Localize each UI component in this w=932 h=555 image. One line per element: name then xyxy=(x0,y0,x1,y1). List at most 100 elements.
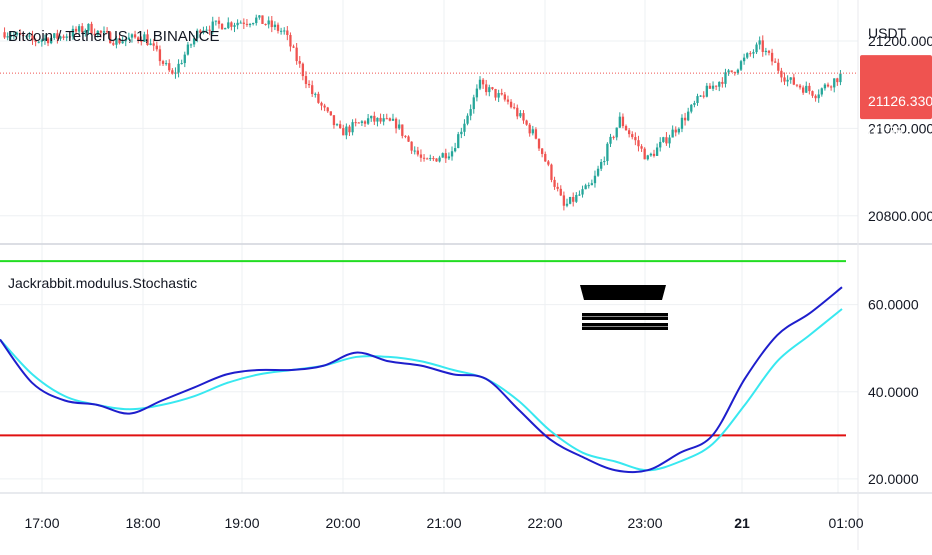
candle[interactable] xyxy=(674,126,677,137)
candle[interactable] xyxy=(109,31,112,44)
candle[interactable] xyxy=(335,123,339,127)
candle[interactable] xyxy=(690,104,693,114)
candle[interactable] xyxy=(481,78,485,89)
candle[interactable] xyxy=(699,95,702,97)
candle[interactable] xyxy=(711,81,715,92)
candle[interactable] xyxy=(596,165,600,177)
candle[interactable] xyxy=(74,26,78,36)
candle[interactable] xyxy=(805,81,808,93)
candle[interactable] xyxy=(839,70,842,86)
candle[interactable] xyxy=(289,32,292,52)
candle[interactable] xyxy=(34,38,37,47)
candle[interactable] xyxy=(311,80,314,97)
candle[interactable] xyxy=(500,88,503,96)
candle[interactable] xyxy=(836,77,839,86)
candle[interactable] xyxy=(230,21,233,31)
candle[interactable] xyxy=(655,143,659,157)
candle[interactable] xyxy=(553,176,556,190)
candle[interactable] xyxy=(540,148,544,158)
candle[interactable] xyxy=(497,89,500,103)
candle[interactable] xyxy=(581,185,584,198)
candle[interactable] xyxy=(833,78,836,93)
candle[interactable] xyxy=(351,119,354,136)
candle[interactable] xyxy=(196,28,199,43)
candle[interactable] xyxy=(652,149,656,158)
candle[interactable] xyxy=(637,135,640,152)
candle[interactable] xyxy=(795,84,799,88)
candle[interactable] xyxy=(522,110,525,124)
candle[interactable] xyxy=(258,14,261,20)
candle[interactable] xyxy=(357,122,360,124)
candle[interactable] xyxy=(261,15,264,25)
candle[interactable] xyxy=(792,73,795,86)
candle[interactable] xyxy=(292,44,295,49)
candle[interactable] xyxy=(749,51,752,57)
candle[interactable] xyxy=(432,156,435,162)
candle[interactable] xyxy=(118,33,121,45)
candle[interactable] xyxy=(410,141,413,154)
candle[interactable] xyxy=(742,53,746,65)
candle[interactable] xyxy=(112,39,115,46)
candle[interactable] xyxy=(786,75,789,87)
candle[interactable] xyxy=(22,32,25,41)
candle[interactable] xyxy=(755,42,758,55)
candle[interactable] xyxy=(382,114,385,126)
candle[interactable] xyxy=(730,70,733,73)
candle[interactable] xyxy=(53,32,56,40)
candle[interactable] xyxy=(81,23,84,35)
candle[interactable] xyxy=(174,67,177,79)
candle[interactable] xyxy=(236,19,239,30)
candle[interactable] xyxy=(525,119,528,126)
candle[interactable] xyxy=(634,132,637,146)
oscillator-pane[interactable] xyxy=(0,260,846,474)
candle[interactable] xyxy=(609,133,612,148)
candle[interactable] xyxy=(537,138,541,151)
candle[interactable] xyxy=(304,71,308,89)
candle[interactable] xyxy=(413,146,416,155)
candle[interactable] xyxy=(137,36,140,44)
candle[interactable] xyxy=(808,82,811,95)
candle[interactable] xyxy=(404,135,407,139)
candle[interactable] xyxy=(171,68,174,75)
candle[interactable] xyxy=(764,47,768,56)
candle[interactable] xyxy=(40,38,43,47)
candle[interactable] xyxy=(665,132,668,146)
candle[interactable] xyxy=(15,31,19,37)
candle[interactable] xyxy=(329,111,332,116)
candle[interactable] xyxy=(130,33,134,43)
candle[interactable] xyxy=(251,22,255,26)
candle[interactable] xyxy=(317,91,320,104)
candle[interactable] xyxy=(494,88,497,101)
candle[interactable] xyxy=(556,182,559,192)
indicator-title[interactable]: Jackrabbit.modulus.Stochastic xyxy=(8,275,197,291)
candle[interactable] xyxy=(43,34,47,45)
candle[interactable] xyxy=(298,56,301,68)
candle[interactable] xyxy=(429,154,432,161)
candle[interactable] xyxy=(183,51,186,68)
candle[interactable] xyxy=(401,124,404,139)
candle[interactable] xyxy=(444,148,447,163)
candle[interactable] xyxy=(143,31,146,42)
candle[interactable] xyxy=(28,31,31,40)
candle[interactable] xyxy=(590,179,594,186)
candle[interactable] xyxy=(736,68,740,75)
candle[interactable] xyxy=(584,183,587,190)
candle[interactable] xyxy=(155,41,158,52)
candle[interactable] xyxy=(739,59,743,72)
candle[interactable] xyxy=(177,59,180,78)
candle[interactable] xyxy=(363,120,367,127)
candle[interactable] xyxy=(133,30,137,39)
candle[interactable] xyxy=(102,26,106,38)
candle[interactable] xyxy=(59,35,62,41)
candle[interactable] xyxy=(115,35,118,49)
candle[interactable] xyxy=(485,79,488,96)
candle[interactable] xyxy=(211,16,214,35)
candle[interactable] xyxy=(714,85,718,91)
candle[interactable] xyxy=(603,156,606,166)
candle[interactable] xyxy=(680,114,684,133)
symbol-title[interactable]: Bitcoin / TetherUS, 1, BINANCE xyxy=(8,28,219,45)
candle[interactable] xyxy=(677,127,681,135)
candle[interactable] xyxy=(105,27,109,34)
candle[interactable] xyxy=(286,26,289,41)
candle[interactable] xyxy=(87,23,90,35)
